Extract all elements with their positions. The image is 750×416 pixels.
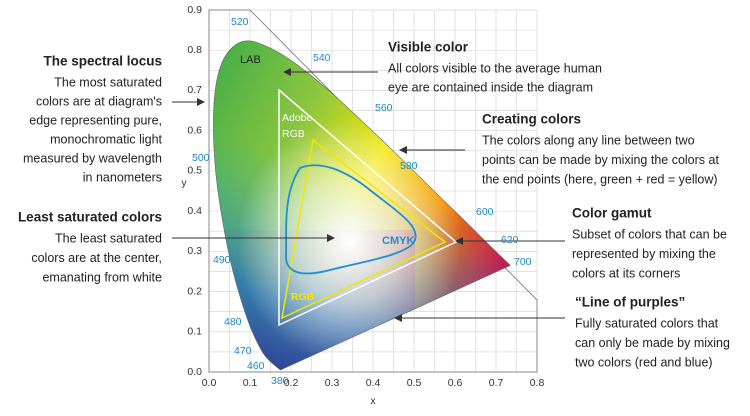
adobe-label: RGB: [282, 128, 305, 140]
wavelength-label: 470: [234, 345, 252, 357]
wavelength-label: 380: [271, 375, 289, 387]
y-tick-label: 0.5: [187, 165, 202, 177]
annotation-text: colors are at the center,: [31, 251, 162, 265]
annotation-text: Subset of colors that can be: [572, 227, 727, 241]
wavelength-label: 460: [247, 360, 265, 372]
x-tick-label: 0.7: [489, 377, 504, 389]
y-tick-label: 0.3: [187, 245, 202, 257]
x-tick-label: 0.1: [243, 377, 258, 389]
cmyk-gamut: [285, 164, 417, 275]
lab-label: LAB: [240, 54, 261, 66]
annotation-text: The least saturated: [55, 231, 162, 245]
adobe-rgb-gamut: [278, 88, 458, 327]
annotation-title: Visible color: [388, 40, 469, 55]
x-tick-label: 0.2: [284, 377, 299, 389]
annotation-text: monochromatic light: [50, 132, 162, 146]
wavelength-label: 520: [231, 16, 249, 28]
y-tick-label: 0.6: [187, 124, 202, 136]
rgb-label: RGB: [291, 291, 315, 303]
annotation-text: emanating from white: [42, 270, 162, 284]
annotation-text: colors at its corners: [572, 266, 680, 280]
y-tick-label: 0.9: [187, 4, 202, 16]
annotation-text: can only be made by mixing: [575, 336, 730, 350]
cmyk-label: CMYK: [382, 235, 414, 247]
annotation-text: eye are contained inside the diagram: [388, 80, 593, 94]
annotation-title: Color gamut: [572, 206, 652, 221]
x-tick-label: 0.6: [448, 377, 463, 389]
annotation-text: represented by mixing the: [572, 247, 716, 261]
wavelength-label: 600: [476, 206, 494, 218]
x-axis-label: x: [370, 395, 376, 407]
annotation-text: in nanometers: [83, 170, 162, 184]
wavelength-label: 540: [313, 52, 331, 64]
annotation-text: edge representing pure,: [29, 113, 162, 127]
annotation-text: The colors along any line between two: [482, 133, 695, 147]
annotation-text: colors are at diagram's: [36, 94, 162, 108]
y-tick-label: 0.8: [187, 44, 202, 56]
wavelength-label: 620: [501, 234, 519, 246]
y-tick-label: 0.7: [187, 84, 202, 96]
annotation-title: Creating colors: [482, 112, 581, 127]
y-tick-label: 0.4: [187, 205, 202, 217]
y-tick-label: 0.0: [187, 366, 202, 378]
wavelength-label: 560: [375, 102, 393, 114]
arrows: [172, 68, 565, 322]
annotation-title: “Line of purples”: [575, 295, 685, 310]
y-axis-label: y: [181, 177, 187, 189]
wavelength-label: 700: [514, 256, 532, 268]
annotation-text: Fully saturated colors that: [575, 316, 719, 330]
annotation-title: Least saturated colors: [18, 210, 162, 225]
srgb-gamut: [281, 138, 447, 320]
annotation-text: the end points (here, green + red = yell…: [482, 172, 718, 186]
annotation-text: points can be made by mixing the colors …: [482, 153, 719, 167]
adobe-label: Adobe: [282, 112, 313, 124]
plot-frame: [208, 9, 538, 373]
x-tick-label: 0.8: [530, 377, 545, 389]
wavelength-label: 500: [192, 152, 210, 164]
annotation-text: All colors visible to the average human: [388, 61, 602, 75]
x-tick-label: 0.5: [407, 377, 422, 389]
x-tick-label: 0.3: [325, 377, 340, 389]
x-tick-label: 0.4: [366, 377, 381, 389]
wavelength-label: 490: [213, 254, 231, 266]
spectral-locus: [213, 40, 511, 371]
y-tick-label: 0.2: [187, 285, 202, 297]
x-tick-label: 0.0: [202, 377, 217, 389]
color-fill: [213, 40, 511, 370]
annotation-text: The most saturated: [54, 75, 162, 89]
wavelength-label: 480: [224, 316, 242, 328]
wavelength-label: 580: [400, 160, 418, 172]
annotation-title: The spectral locus: [43, 54, 162, 69]
y-tick-label: 0.1: [187, 326, 202, 338]
annotation-text: two colors (red and blue): [575, 355, 713, 369]
annotation-text: measured by wavelength: [23, 151, 162, 165]
